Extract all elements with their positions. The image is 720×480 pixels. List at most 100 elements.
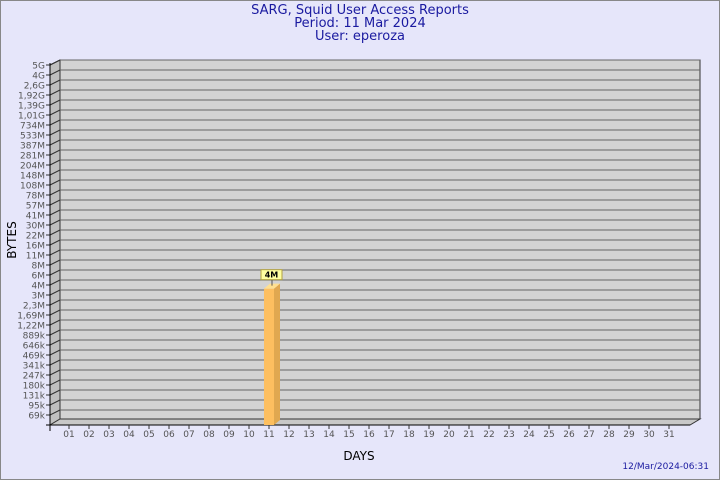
y-tick-label: 341k: [23, 362, 46, 372]
y-tick-label: 41M: [26, 212, 45, 222]
x-tick-label: 15: [343, 430, 354, 440]
x-tick-label: 01: [63, 430, 74, 440]
x-tick-label: 10: [243, 430, 255, 440]
y-tick-label: 131k: [23, 392, 46, 402]
y-tick-label: 30M: [26, 222, 45, 232]
y-tick-diagonal: [49, 89, 61, 96]
x-tick-label: 19: [423, 430, 435, 440]
y-tick-diagonal: [49, 249, 61, 256]
y-tick-label: 148M: [20, 172, 45, 182]
y-tick-label: 533M: [20, 132, 45, 142]
x-tick-label: 17: [383, 430, 394, 440]
x-tick-label: 22: [483, 430, 494, 440]
y-tick-diagonal: [49, 79, 61, 86]
y-tick-label: 2,3M: [23, 302, 45, 312]
x-tick-label: 18: [403, 430, 415, 440]
y-tick-label: 1,69M: [17, 312, 45, 322]
x-tick-label: 20: [443, 430, 455, 440]
y-tick-diagonal: [49, 309, 61, 316]
y-tick-label: 69k: [28, 412, 45, 422]
chart-title: SARG, Squid User Access Reports: [251, 3, 469, 18]
y-tick-diagonal: [49, 379, 61, 386]
y-tick-diagonal: [49, 319, 61, 326]
x-axis-label: DAYS: [343, 449, 374, 463]
y-tick-diagonal: [49, 349, 61, 356]
y-tick-label: 57M: [26, 202, 45, 212]
y-tick-diagonal: [49, 199, 61, 206]
bar-top: [264, 283, 280, 289]
y-tick-label: 1,01G: [18, 112, 45, 122]
y-tick-label: 1,39G: [18, 102, 45, 112]
x-tick-label: 23: [503, 430, 514, 440]
y-tick-diagonal: [49, 409, 61, 416]
x-tick-label: 21: [463, 430, 474, 440]
y-tick-diagonal: [49, 209, 61, 216]
y-tick-diagonal: [49, 129, 61, 136]
x-tick-label: 24: [523, 430, 535, 440]
y-tick-diagonal: [49, 59, 61, 66]
y-tick-label: 734M: [20, 122, 45, 132]
y-tick-diagonal: [49, 369, 61, 376]
x-tick-label: 27: [583, 430, 594, 440]
y-tick-diagonal: [49, 139, 61, 146]
plot-floor: [48, 418, 702, 426]
y-tick-diagonal: [49, 219, 61, 226]
y-tick-diagonal: [49, 189, 61, 196]
x-tick-label: 25: [543, 430, 554, 440]
y-tick-label: 889k: [23, 332, 46, 342]
chart-period: Period: 11 Mar 2024: [294, 16, 426, 31]
y-tick-diagonal: [49, 159, 61, 166]
y-tick-label: 1,92G: [18, 92, 45, 102]
x-tick-label: 09: [223, 430, 235, 440]
x-tick-label: 05: [143, 430, 154, 440]
x-tick-label: 04: [123, 430, 135, 440]
x-tick-label: 29: [623, 430, 635, 440]
y-tick-diagonal: [49, 279, 61, 286]
y-tick-label: 2,6G: [24, 82, 45, 92]
y-tick-diagonal: [49, 299, 61, 306]
y-tick-label: 8M: [32, 262, 46, 272]
x-tick-label: 06: [163, 430, 175, 440]
y-tick-diagonal: [49, 179, 61, 186]
data-label: 4M: [265, 271, 279, 280]
y-tick-diagonal: [49, 359, 61, 366]
x-tick-label: 31: [663, 430, 674, 440]
x-tick-label: 30: [643, 430, 655, 440]
x-tick-label: 11: [263, 430, 274, 440]
y-tick-label: 5G: [32, 62, 45, 72]
x-tick-label: 02: [83, 430, 94, 440]
timestamp: 12/Mar/2024-06:31: [622, 462, 709, 472]
x-tick-label: 28: [603, 430, 615, 440]
data-label-box: [260, 269, 283, 281]
y-tick-label: 281M: [20, 152, 45, 162]
y-axis-label: BYTES: [5, 221, 19, 258]
y-tick-diagonal: [49, 389, 61, 396]
y-tick-diagonal: [49, 69, 61, 76]
y-tick-diagonal: [49, 169, 61, 176]
x-tick-label: 26: [563, 430, 575, 440]
x-tick-label: 07: [183, 430, 194, 440]
y-tick-label: 4M: [32, 282, 46, 292]
y-tick-label: 1,22M: [17, 322, 45, 332]
y-tick-diagonal: [49, 109, 61, 116]
x-tick-label: 08: [203, 430, 215, 440]
y-tick-label: 180k: [23, 382, 46, 392]
y-tick-diagonal: [49, 99, 61, 106]
y-tick-diagonal: [49, 339, 61, 346]
y-tick-label: 108M: [20, 182, 45, 192]
x-tick-label: 16: [363, 430, 375, 440]
y-tick-diagonal: [49, 269, 61, 276]
y-tick-label: 204M: [20, 162, 45, 172]
y-tick-diagonal: [49, 289, 61, 296]
chart-user: User: eperoza: [315, 29, 405, 44]
y-tick-label: 11M: [26, 252, 45, 262]
y-tick-diagonal: [49, 119, 61, 126]
y-tick-label: 247k: [23, 372, 46, 382]
bar-day-11: [264, 288, 274, 425]
y-tick-label: 78M: [26, 192, 45, 202]
y-tick-label: 6M: [32, 272, 46, 282]
y-tick-label: 16M: [26, 242, 45, 252]
x-tick-label: 12: [283, 430, 294, 440]
y-tick-diagonal: [49, 229, 61, 236]
y-tick-label: 4G: [32, 72, 45, 82]
